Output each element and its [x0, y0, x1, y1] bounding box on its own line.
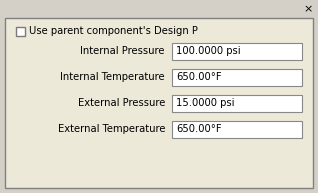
- Text: ×: ×: [303, 4, 313, 14]
- Text: 650.00°F: 650.00°F: [176, 124, 222, 135]
- Text: 650.00°F: 650.00°F: [176, 73, 222, 82]
- Bar: [172, 69, 302, 86]
- Text: 100.0000 psi: 100.0000 psi: [176, 47, 241, 57]
- Text: Internal Temperature: Internal Temperature: [60, 73, 165, 82]
- Bar: [172, 121, 302, 138]
- Text: External Temperature: External Temperature: [58, 124, 165, 135]
- Bar: [172, 95, 302, 112]
- Bar: [0, 0, 318, 18]
- Bar: [5, 18, 313, 188]
- Text: 15.0000 psi: 15.0000 psi: [176, 98, 234, 108]
- Bar: [16, 27, 25, 36]
- Text: Internal Pressure: Internal Pressure: [80, 47, 165, 57]
- Text: Use parent component's Design P: Use parent component's Design P: [29, 26, 198, 36]
- Text: External Pressure: External Pressure: [78, 98, 165, 108]
- Bar: [172, 43, 302, 60]
